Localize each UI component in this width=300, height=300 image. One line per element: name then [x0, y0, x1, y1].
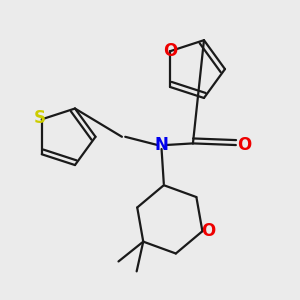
Text: O: O	[237, 136, 251, 154]
Text: O: O	[163, 42, 177, 60]
Text: N: N	[154, 136, 169, 154]
Text: O: O	[201, 222, 215, 240]
Text: S: S	[34, 109, 46, 127]
